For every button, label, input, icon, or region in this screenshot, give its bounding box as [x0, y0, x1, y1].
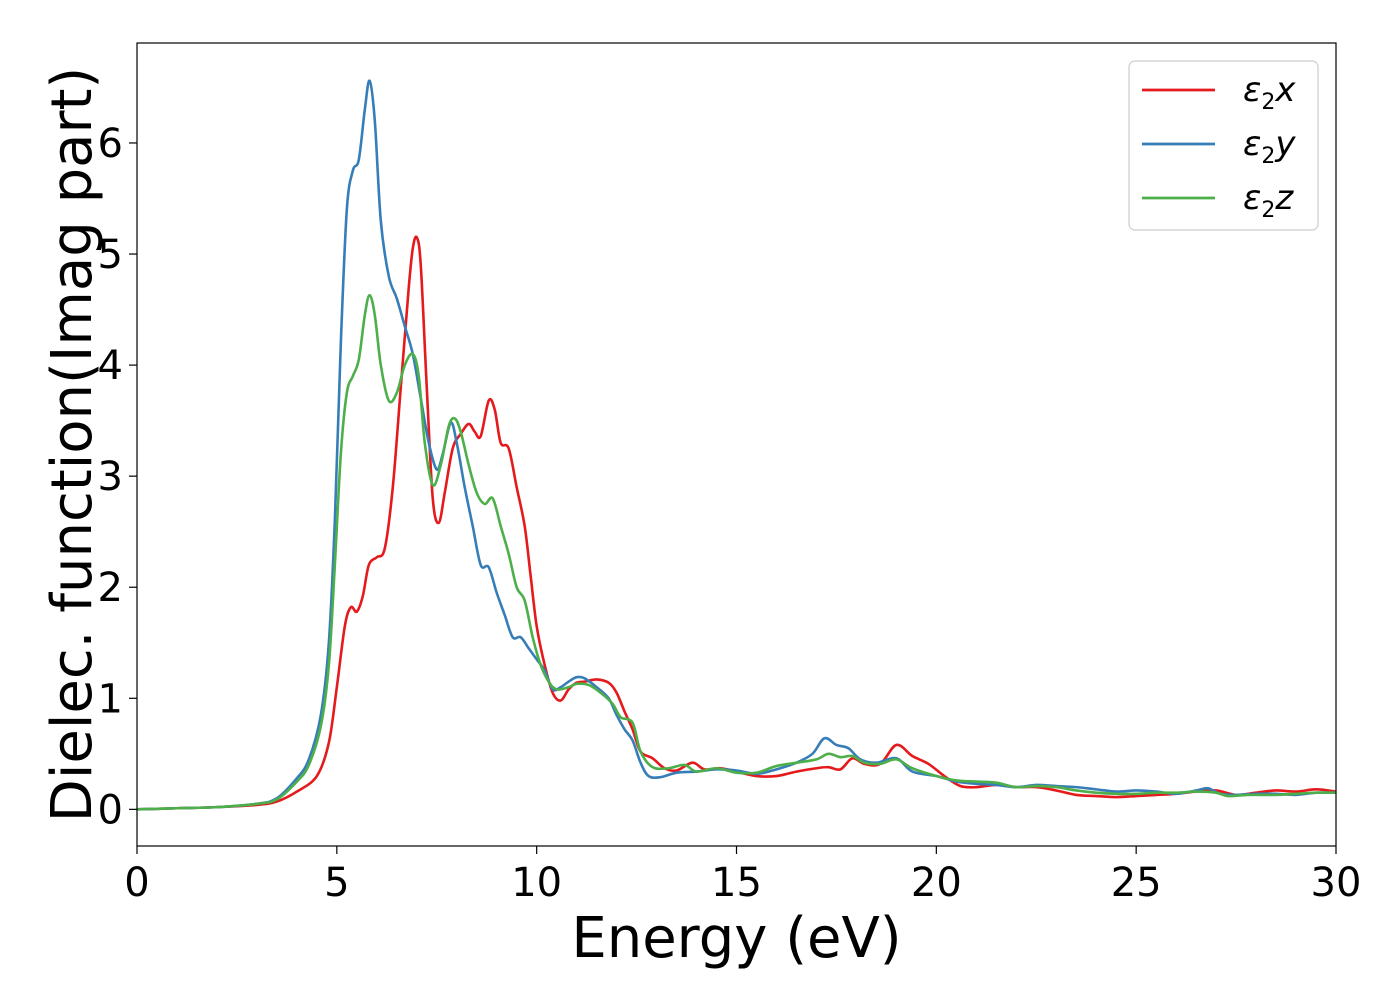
legend-label-y: ε2y — [1243, 124, 1296, 169]
series-line-z — [137, 293, 1336, 811]
legend: ε2x ε2y ε2z — [1128, 60, 1319, 231]
x-tick-label: 20 — [911, 860, 962, 906]
series-line-x — [137, 235, 1336, 811]
y-tick-label: 5 — [98, 232, 123, 278]
x-axis-ticks: 0 5 10 15 20 25 30 — [124, 846, 1361, 906]
y-tick-label: 2 — [98, 565, 123, 611]
x-tick-label: 30 — [1311, 860, 1362, 906]
x-tick-label: 15 — [711, 860, 762, 906]
y-tick-label: 3 — [98, 454, 123, 500]
legend-label-z: ε2z — [1243, 178, 1294, 223]
x-tick-label: 10 — [511, 860, 562, 906]
legend-box — [1128, 60, 1319, 231]
legend-label-x: ε2x — [1243, 70, 1296, 115]
y-tick-label: 0 — [98, 787, 123, 833]
x-tick-label: 25 — [1111, 860, 1162, 906]
y-axis-label: Dielec. function(Imag part) — [40, 67, 105, 823]
y-axis-ticks: 0 1 2 3 4 5 6 — [98, 121, 137, 833]
x-axis-label: Energy (eV) — [571, 906, 901, 971]
series-lines — [137, 79, 1336, 811]
x-tick-label: 5 — [324, 860, 349, 906]
y-tick-label: 6 — [98, 121, 123, 167]
y-tick-label: 1 — [98, 676, 123, 722]
y-tick-label: 4 — [98, 343, 123, 389]
x-tick-label: 0 — [124, 860, 149, 906]
